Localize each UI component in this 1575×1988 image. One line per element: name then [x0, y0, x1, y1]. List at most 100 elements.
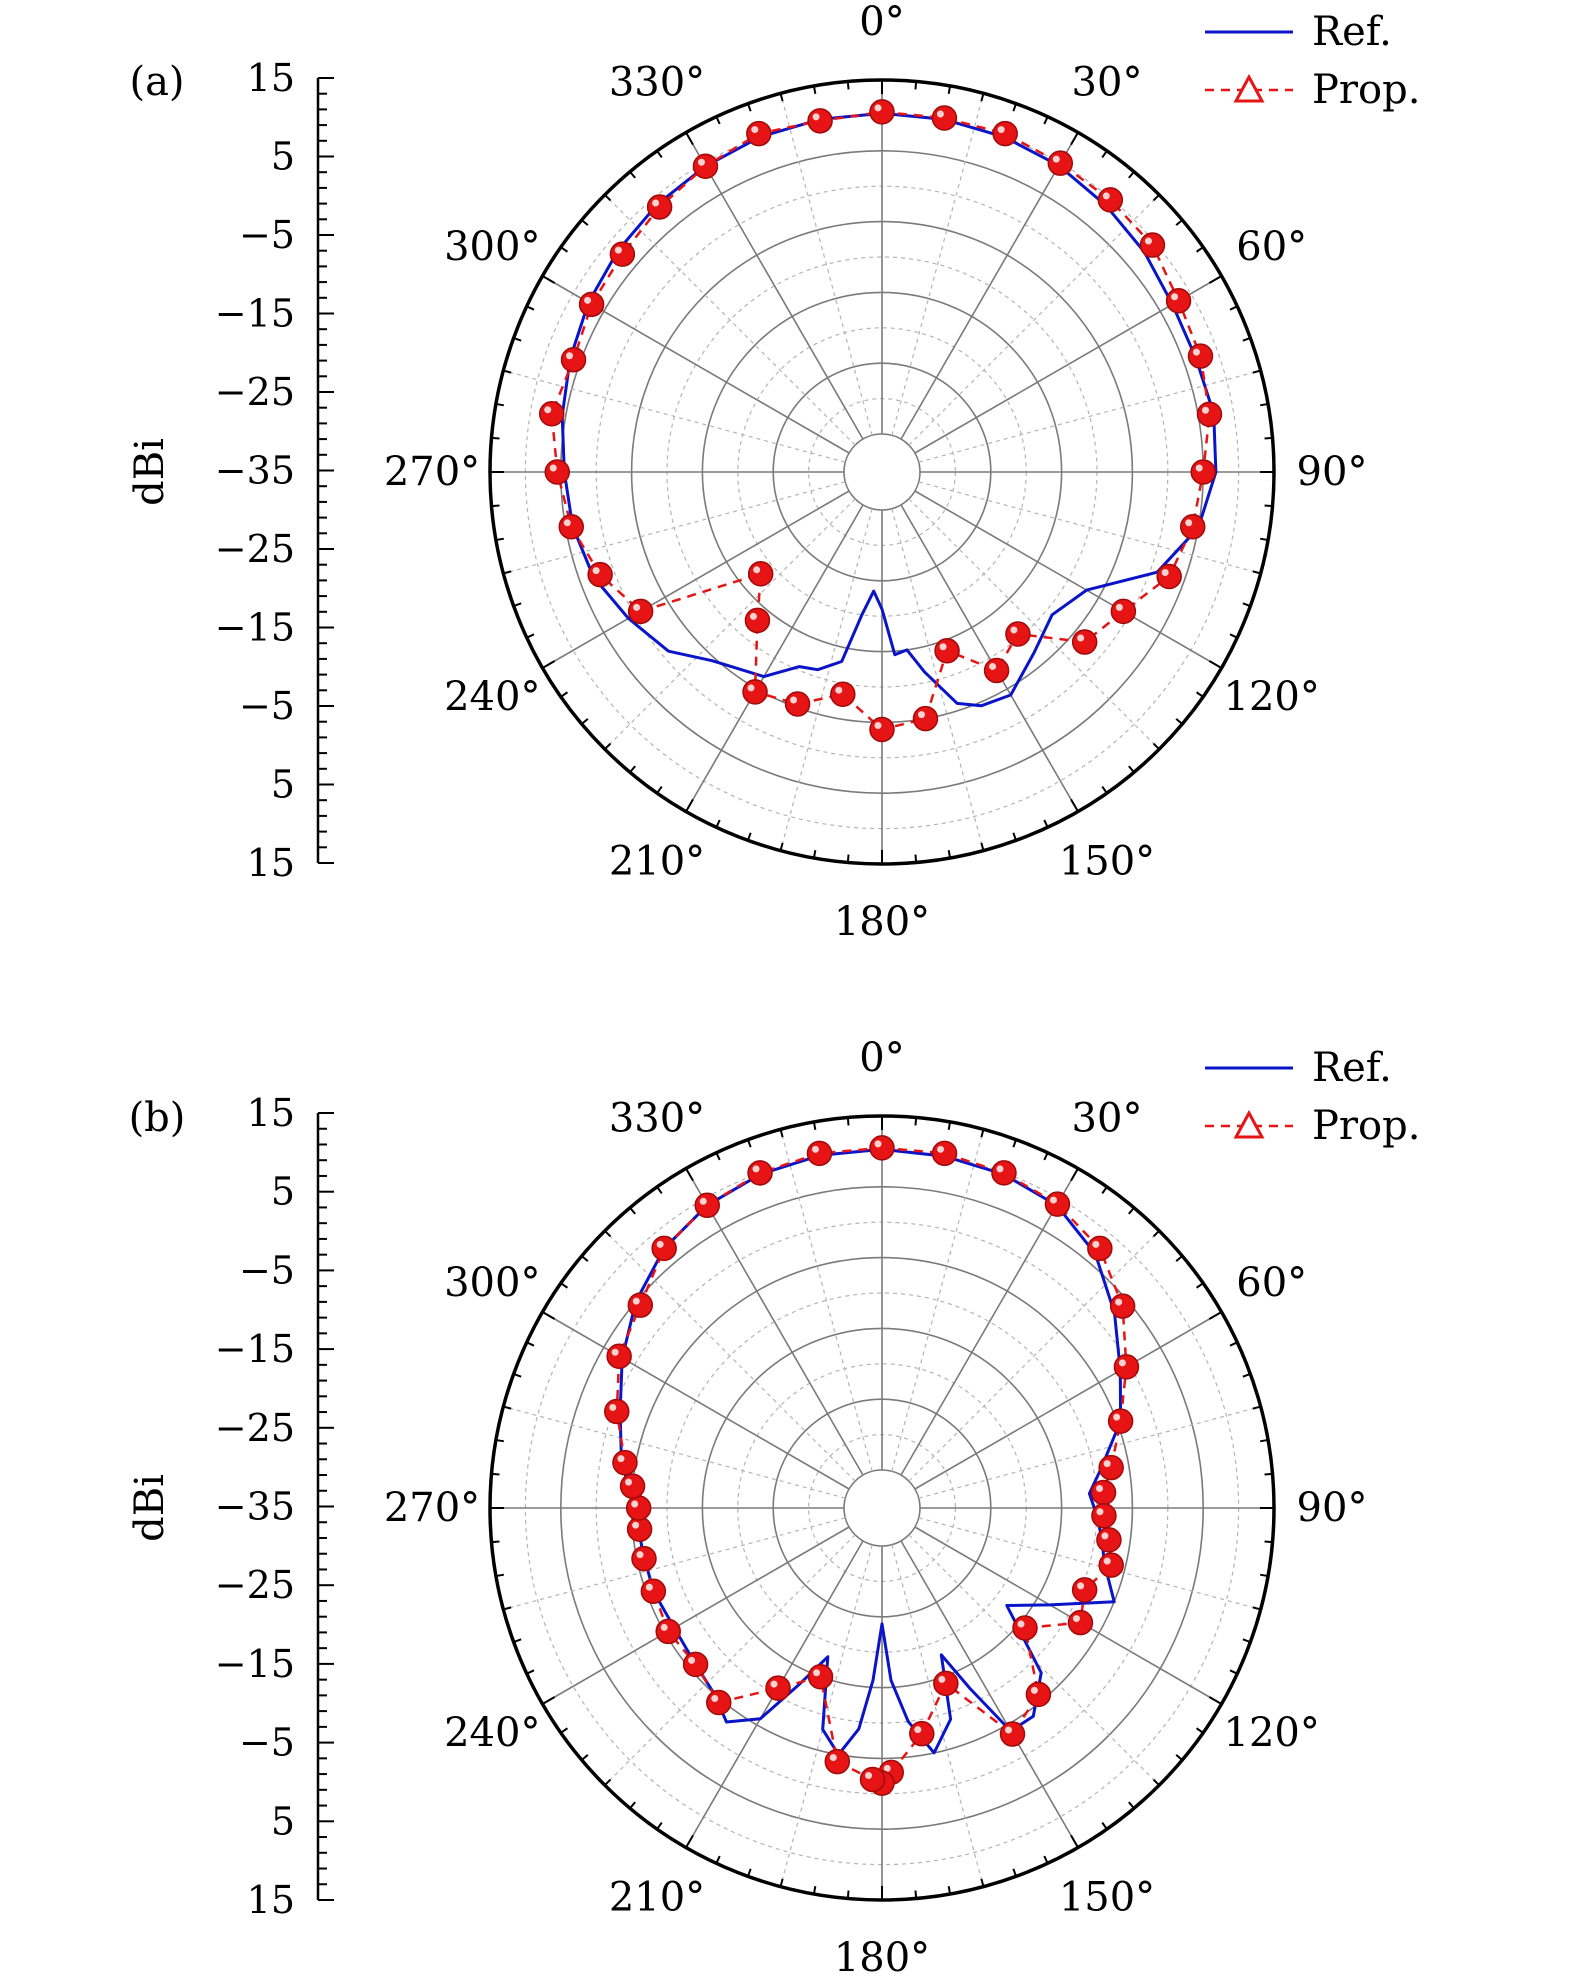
angle-tick	[812, 1121, 817, 1131]
angle-label: 330°	[609, 1095, 705, 1141]
angle-tick	[1259, 1438, 1269, 1443]
marker-highlight	[1101, 1532, 1109, 1540]
angle-tick	[604, 1230, 612, 1238]
marker-highlight	[688, 1656, 696, 1664]
angle-tick	[1101, 1186, 1108, 1195]
angle-tick	[779, 842, 784, 851]
angle-tick	[629, 1207, 636, 1215]
angle-tick	[495, 537, 505, 542]
angle-tick	[779, 93, 784, 102]
marker-highlight	[829, 1754, 837, 1762]
marker-highlight	[747, 684, 755, 692]
prop-data-marker	[640, 1578, 667, 1604]
prop-data-marker	[558, 514, 585, 540]
radial-tick-label: −5	[239, 213, 295, 257]
angle-tick	[513, 336, 522, 342]
major-spoke	[900, 504, 1079, 812]
angle-label: 30°	[1072, 59, 1143, 105]
prop-data-marker	[626, 1516, 653, 1542]
prop-data-marker	[1139, 232, 1166, 258]
angle-tick	[1264, 1472, 1273, 1476]
prop-data-marker	[992, 120, 1018, 147]
angle-tick	[1195, 1727, 1204, 1734]
minor-spoke	[503, 481, 846, 575]
marker-highlight	[1102, 192, 1110, 200]
angle-label: 300°	[444, 1260, 540, 1306]
major-spoke	[914, 1311, 1222, 1490]
marker-highlight	[1118, 1359, 1126, 1367]
angle-tick	[581, 1255, 589, 1262]
angle-tick	[1128, 1801, 1135, 1809]
angle-tick	[1242, 1638, 1251, 1644]
marker-highlight	[1144, 237, 1152, 245]
angle-label: 90°	[1297, 449, 1368, 495]
angle-tick	[1152, 742, 1160, 750]
prop-data-marker	[544, 459, 571, 485]
marker-highlight	[566, 352, 574, 360]
angle-tick	[1101, 150, 1108, 159]
angle-tick	[1242, 1372, 1251, 1378]
angle-tick	[1252, 369, 1261, 374]
radial-tick-label: −35	[215, 449, 295, 493]
marker-highlight	[996, 1165, 1004, 1173]
angle-tick	[526, 1341, 535, 1347]
marker-highlight	[753, 566, 761, 574]
marker-highlight	[937, 1145, 945, 1153]
prop-data-marker	[587, 561, 613, 588]
angle-tick	[685, 132, 694, 146]
prop-data-marker	[1187, 343, 1214, 369]
prop-data-marker	[1107, 1408, 1134, 1434]
marker-highlight	[563, 519, 571, 527]
prop-data-marker	[746, 120, 772, 147]
angle-tick	[812, 1885, 817, 1895]
prop-data-marker	[1110, 598, 1137, 625]
marker-highlight	[939, 643, 947, 651]
angle-tick	[980, 1129, 985, 1138]
prop-data-marker	[694, 1192, 720, 1219]
angle-tick	[604, 194, 612, 202]
angle-label: 240°	[444, 674, 540, 720]
marker-highlight	[1115, 1298, 1123, 1306]
angle-label: 0°	[859, 1035, 904, 1081]
prop-data-marker	[651, 1235, 677, 1262]
angle-tick	[846, 81, 850, 90]
marker-highlight	[752, 1165, 760, 1173]
minor-spoke	[604, 498, 856, 750]
angle-label: 330°	[609, 59, 705, 105]
marker-highlight	[1161, 569, 1169, 577]
minor-spoke	[604, 1534, 856, 1786]
angle-tick	[746, 103, 752, 112]
y-axis-label: dBi	[127, 1474, 173, 1542]
marker-highlight	[1077, 634, 1085, 642]
angle-tick	[1175, 1754, 1183, 1761]
marker-highlight	[1005, 1726, 1013, 1734]
marker-highlight	[660, 1623, 668, 1631]
legend-prop-label: Prop.	[1312, 1103, 1420, 1149]
marker-highlight	[1096, 1508, 1104, 1516]
angle-tick	[1012, 832, 1018, 841]
prop-data-marker	[1097, 187, 1124, 213]
marker-highlight	[611, 1348, 619, 1356]
angle-tick	[503, 1606, 512, 1611]
prop-data-marker	[869, 99, 895, 125]
angle-tick	[1101, 1821, 1108, 1830]
angle-label: 60°	[1236, 1260, 1307, 1306]
angle-tick	[1070, 798, 1079, 812]
marker-highlight	[1171, 293, 1179, 301]
angle-tick	[526, 633, 535, 639]
marker-highlight	[1103, 1557, 1111, 1565]
radial-tick-label: −15	[215, 606, 295, 650]
prop-data-marker	[1067, 1609, 1094, 1636]
radial-tick-label: −15	[215, 1327, 295, 1371]
prop-data-marker	[807, 1664, 834, 1690]
major-spoke	[900, 1168, 1079, 1476]
angle-tick	[503, 369, 512, 374]
radial-tick-label: −25	[215, 1406, 295, 1450]
angle-tick	[1242, 336, 1251, 342]
prop-data-marker	[869, 716, 895, 743]
radial-tick-label: 15	[247, 841, 295, 885]
marker-highlight	[914, 1726, 922, 1734]
prop-data-marker	[747, 1160, 773, 1186]
radial-tick-label: 15	[247, 1091, 295, 1135]
prop-data-marker	[1190, 459, 1216, 485]
